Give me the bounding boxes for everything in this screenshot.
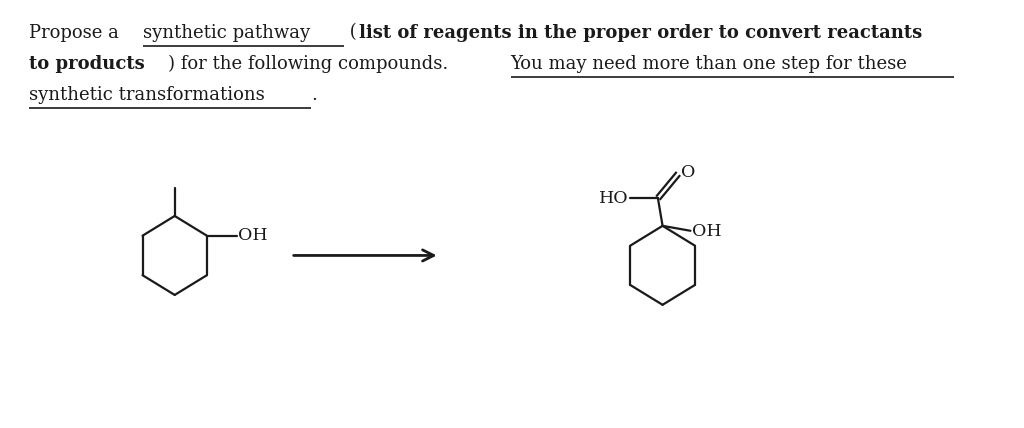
Text: You may need more than one step for these: You may need more than one step for thes… (511, 55, 907, 73)
Text: ) for the following compounds.: ) for the following compounds. (168, 55, 454, 73)
Text: synthetic transformations: synthetic transformations (29, 86, 264, 104)
Text: Propose a: Propose a (29, 24, 125, 42)
Text: .: . (311, 86, 317, 104)
Text: HO: HO (599, 190, 628, 207)
Text: to products: to products (29, 55, 144, 73)
Text: (: ( (344, 24, 356, 42)
Text: OH: OH (239, 227, 268, 244)
Text: list of reagents in the proper order to convert reactants: list of reagents in the proper order to … (359, 24, 923, 42)
Text: OH: OH (692, 223, 722, 240)
Text: O: O (681, 164, 695, 181)
Text: synthetic pathway: synthetic pathway (143, 24, 310, 42)
